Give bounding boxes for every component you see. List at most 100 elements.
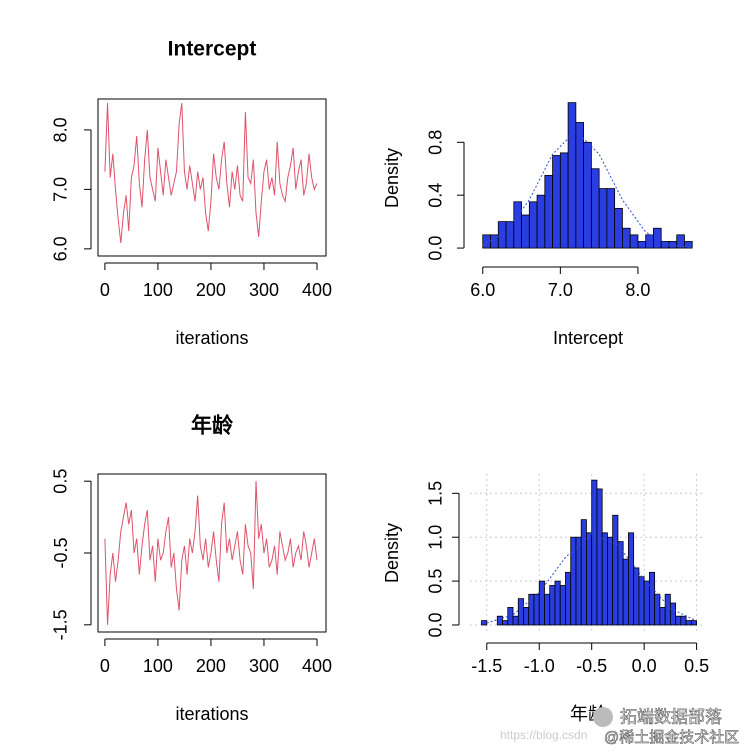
- bar: [596, 488, 603, 626]
- bar: [690, 620, 698, 626]
- bar: [559, 585, 566, 626]
- bar: [528, 593, 535, 626]
- bar: [583, 141, 592, 249]
- x-axis-title: Intercept: [553, 328, 623, 348]
- chart-title: 年龄: [191, 414, 234, 438]
- x-tick-label: 0.5: [684, 656, 709, 676]
- plot-box: [97, 98, 327, 257]
- bar: [680, 615, 687, 626]
- y-tick-label: 0.0: [426, 612, 446, 637]
- bar: [533, 593, 540, 626]
- bar: [591, 479, 598, 626]
- bar: [513, 201, 522, 249]
- bar: [675, 615, 682, 626]
- bar: [565, 571, 572, 626]
- y-tick-label: 0.5: [51, 469, 71, 494]
- bar: [544, 174, 553, 249]
- bar: [544, 593, 551, 626]
- y-tick-label: 6.0: [51, 236, 71, 261]
- y-tick-label: 0.5: [426, 569, 446, 594]
- bar: [481, 620, 488, 626]
- bar: [607, 536, 614, 626]
- y-tick-label: 0.4: [426, 183, 446, 208]
- x-tick-label: 7.0: [548, 280, 573, 300]
- bar: [517, 598, 524, 626]
- y-tick-label: 1.0: [426, 525, 446, 550]
- bar: [575, 122, 585, 249]
- x-axis-title: iterations: [175, 704, 248, 724]
- bar: [598, 188, 608, 249]
- bar: [684, 241, 693, 249]
- bar: [505, 221, 515, 249]
- x-tick-label: 100: [143, 280, 173, 300]
- bar: [554, 580, 561, 626]
- bar: [496, 615, 503, 626]
- bar: [567, 102, 577, 249]
- bar: [482, 234, 491, 249]
- x-tick-label: 0: [100, 280, 110, 300]
- density-curve: [486, 533, 697, 624]
- trace-line: [104, 481, 318, 625]
- y-axis-title: Density: [382, 523, 402, 583]
- bar: [654, 593, 661, 626]
- y-tick-label: -1.5: [51, 609, 71, 640]
- x-tick-label: 0: [100, 656, 110, 676]
- x-tick-label: 8.0: [625, 280, 650, 300]
- x-tick-label: 100: [143, 656, 173, 676]
- watermark-community: @稀土掘金技术社区: [604, 729, 739, 746]
- bar: [638, 576, 645, 626]
- bar: [629, 234, 639, 249]
- x-tick-label: 200: [196, 280, 226, 300]
- bar: [559, 152, 569, 249]
- bar: [538, 580, 545, 626]
- bar: [637, 241, 647, 249]
- chart-title: Intercept: [168, 38, 257, 61]
- watermark-brand: 拓端数据部落: [620, 707, 722, 726]
- y-tick-label: -0.5: [51, 537, 71, 568]
- bar: [590, 168, 600, 249]
- bar: [633, 567, 640, 626]
- x-tick-label: 400: [302, 656, 332, 676]
- x-tick-label: 400: [302, 280, 332, 300]
- bar: [521, 214, 530, 249]
- bar: [575, 536, 582, 626]
- bar: [617, 541, 624, 626]
- watermark-url: https://blog.csdn: [500, 728, 587, 742]
- bar: [648, 571, 656, 626]
- bar: [614, 208, 623, 249]
- plot-box: [97, 473, 327, 633]
- y-tick-label: 0.8: [426, 130, 446, 155]
- x-tick-label: 300: [249, 656, 279, 676]
- bar: [669, 602, 677, 626]
- x-tick-label: 0.0: [632, 656, 657, 676]
- bar: [552, 155, 561, 249]
- x-tick-label: -1.0: [524, 656, 555, 676]
- x-tick-label: -0.5: [576, 656, 607, 676]
- bar: [612, 514, 619, 626]
- bar: [586, 532, 593, 626]
- bar: [601, 532, 608, 626]
- y-axis-title: Density: [382, 148, 402, 208]
- bar: [606, 188, 616, 249]
- bar: [549, 585, 556, 626]
- watermark-icon: [593, 707, 613, 727]
- bar: [643, 580, 650, 626]
- trace-line: [104, 103, 318, 243]
- bar: [653, 227, 662, 249]
- bar: [528, 201, 538, 249]
- x-tick-label: 6.0: [470, 280, 495, 300]
- bar: [664, 593, 671, 626]
- bar: [628, 532, 635, 626]
- y-tick-label: 0.0: [426, 236, 446, 261]
- bar: [536, 194, 546, 249]
- bar: [523, 607, 530, 626]
- x-tick-label: -1.5: [471, 656, 502, 676]
- y-tick-label: 8.0: [51, 117, 71, 142]
- y-tick-label: 1.5: [426, 481, 446, 506]
- bar: [622, 558, 629, 626]
- bar: [659, 607, 666, 626]
- bar: [645, 234, 654, 249]
- x-tick-label: 300: [249, 280, 279, 300]
